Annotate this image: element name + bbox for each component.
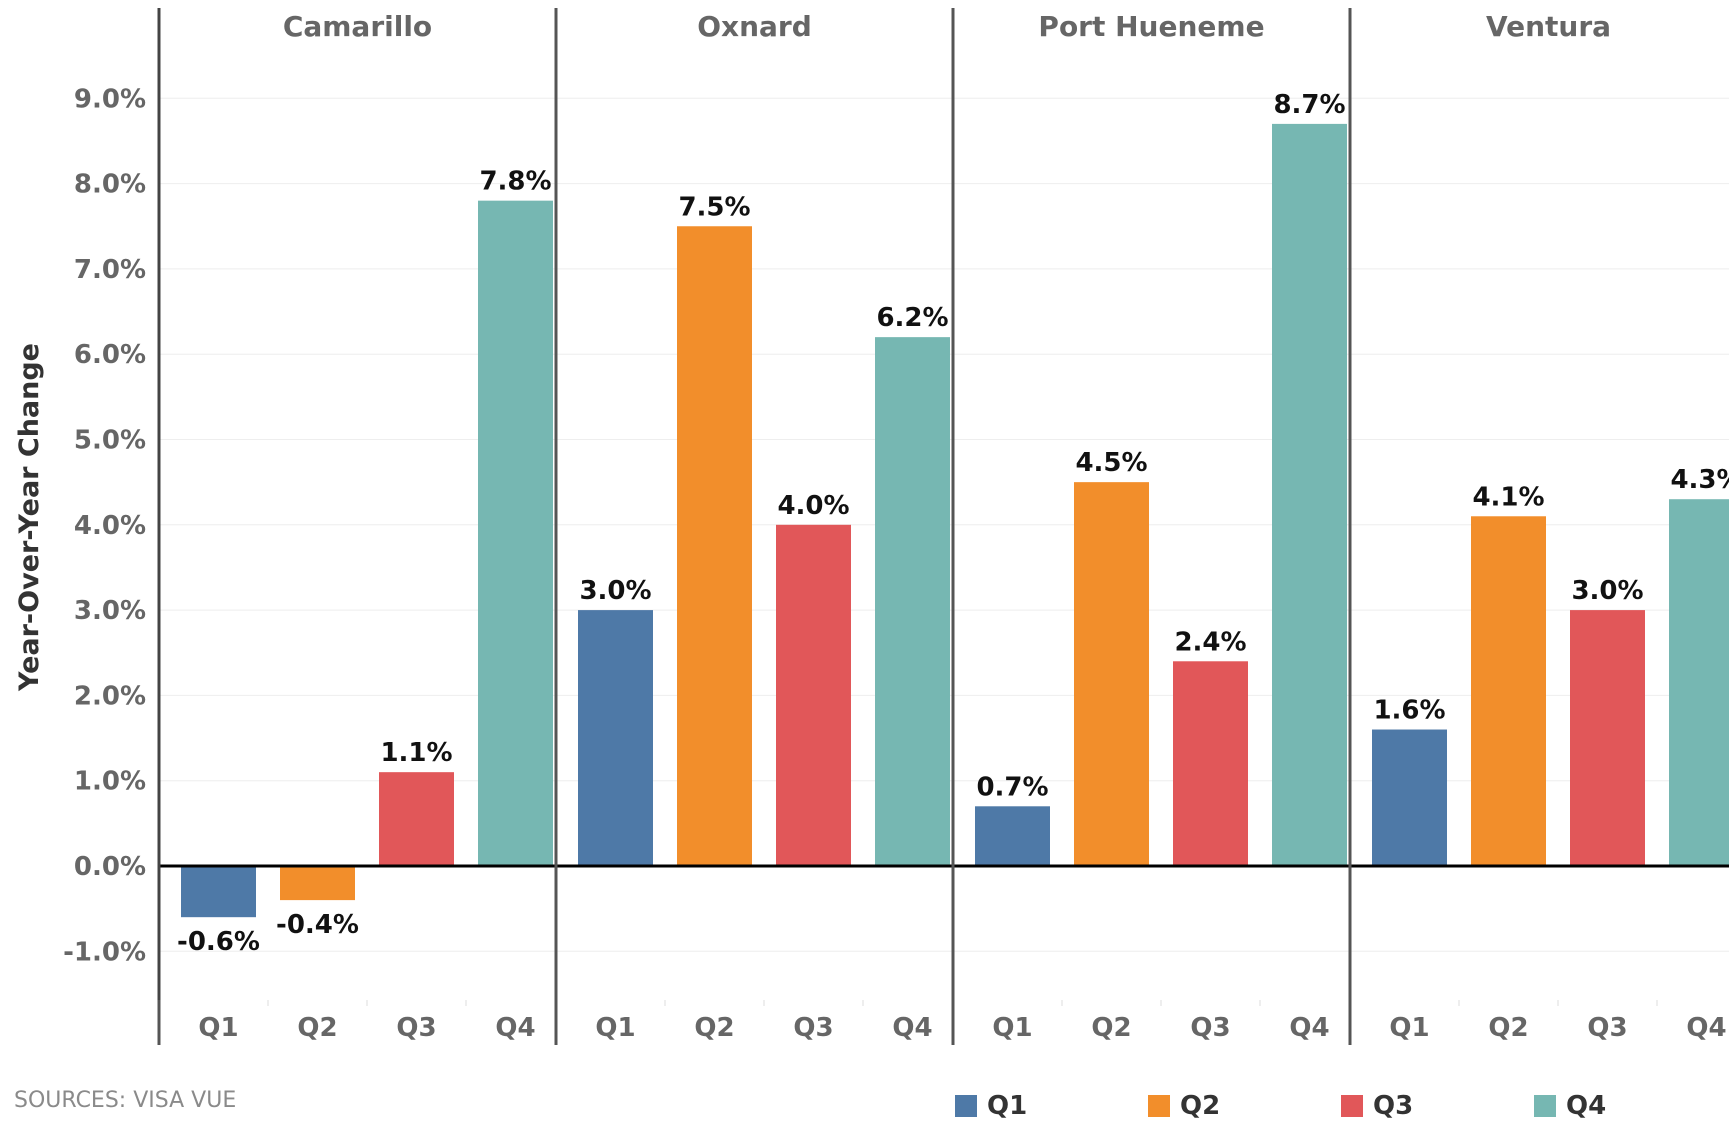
x-tick-label: Q3 [396, 1013, 436, 1043]
y-tick-label: 9.0% [74, 84, 146, 114]
panel-title: Ventura [1486, 10, 1611, 43]
data-label: 8.7% [1273, 90, 1345, 120]
legend-label-q4: Q4 [1566, 1091, 1607, 1121]
legend-swatch-q3 [1341, 1095, 1363, 1117]
y-tick-label: 5.0% [74, 426, 146, 456]
legend-label-q2: Q2 [1180, 1091, 1221, 1121]
bar [677, 226, 752, 866]
legend-item-q4: Q4 [1534, 1091, 1727, 1121]
data-label: 0.7% [976, 772, 1048, 802]
y-tick-label: 0.0% [74, 852, 146, 882]
x-tick-label: Q1 [992, 1013, 1032, 1043]
x-tick-label: Q3 [1587, 1013, 1627, 1043]
legend-item-q2: Q2 [1148, 1091, 1341, 1121]
panel-title: Port Hueneme [1038, 10, 1264, 43]
x-tick-label: Q3 [793, 1013, 833, 1043]
y-tick-label: 1.0% [74, 767, 146, 797]
x-tick-label: Q3 [1190, 1013, 1230, 1043]
bar [1669, 499, 1729, 866]
bar [1570, 610, 1645, 866]
bar [875, 337, 950, 866]
x-tick-label: Q4 [1686, 1013, 1726, 1043]
panel-title: Oxnard [697, 10, 812, 43]
x-tick-label: Q1 [595, 1013, 635, 1043]
data-label: 4.1% [1472, 482, 1544, 512]
x-tick-label: Q2 [297, 1013, 337, 1043]
x-tick-label: Q2 [1091, 1013, 1131, 1043]
bar [578, 610, 653, 866]
data-label: 2.4% [1174, 627, 1246, 657]
legend-swatch-q4 [1534, 1095, 1556, 1117]
x-tick-label: Q4 [892, 1013, 932, 1043]
y-tick-label: 2.0% [74, 681, 146, 711]
y-tick-label: 3.0% [74, 596, 146, 626]
x-tick-label: Q2 [694, 1013, 734, 1043]
bar [280, 866, 355, 901]
data-label: 4.3% [1670, 465, 1729, 495]
legend: Q1 Q2 Q3 Q4 [955, 1091, 1727, 1121]
data-label: 4.0% [777, 491, 849, 521]
bar [379, 772, 454, 866]
bar [1074, 482, 1149, 866]
data-label: 1.1% [380, 738, 452, 768]
x-tick-label: Q2 [1488, 1013, 1528, 1043]
legend-item-q3: Q3 [1341, 1091, 1534, 1121]
y-tick-label: 7.0% [74, 255, 146, 285]
legend-label-q1: Q1 [987, 1091, 1028, 1121]
y-tick-label: 4.0% [74, 511, 146, 541]
legend-swatch-q2 [1148, 1095, 1170, 1117]
bar [1173, 661, 1248, 866]
x-tick-label: Q4 [1289, 1013, 1329, 1043]
data-label: 7.8% [479, 167, 551, 197]
legend-swatch-q1 [955, 1095, 977, 1117]
bar [776, 524, 851, 866]
data-label: 6.2% [876, 303, 948, 333]
y-tick-label: 8.0% [74, 170, 146, 200]
x-tick-label: Q1 [1389, 1013, 1429, 1043]
y-tick-label: 6.0% [74, 340, 146, 370]
bar [1272, 123, 1347, 866]
bar [1372, 729, 1447, 866]
bar [975, 806, 1050, 866]
data-label: -0.6% [177, 927, 260, 957]
data-label: -0.4% [276, 910, 359, 940]
legend-label-q3: Q3 [1373, 1091, 1414, 1121]
legend-item-q1: Q1 [955, 1091, 1148, 1121]
data-label: 3.0% [1571, 576, 1643, 606]
source-note: SOURCES: VISA VUE [14, 1088, 237, 1113]
bar [478, 200, 553, 866]
data-label: 3.0% [579, 576, 651, 606]
x-tick-label: Q4 [495, 1013, 535, 1043]
bar [181, 866, 256, 918]
data-label: 1.6% [1373, 696, 1445, 726]
y-axis-title: Year-Over-Year Change [14, 343, 45, 692]
panel-title: Camarillo [283, 10, 432, 43]
x-tick-label: Q1 [198, 1013, 238, 1043]
data-label: 4.5% [1075, 448, 1147, 478]
bar [1471, 516, 1546, 866]
y-tick-label: -1.0% [63, 937, 146, 967]
data-label: 7.5% [678, 192, 750, 222]
